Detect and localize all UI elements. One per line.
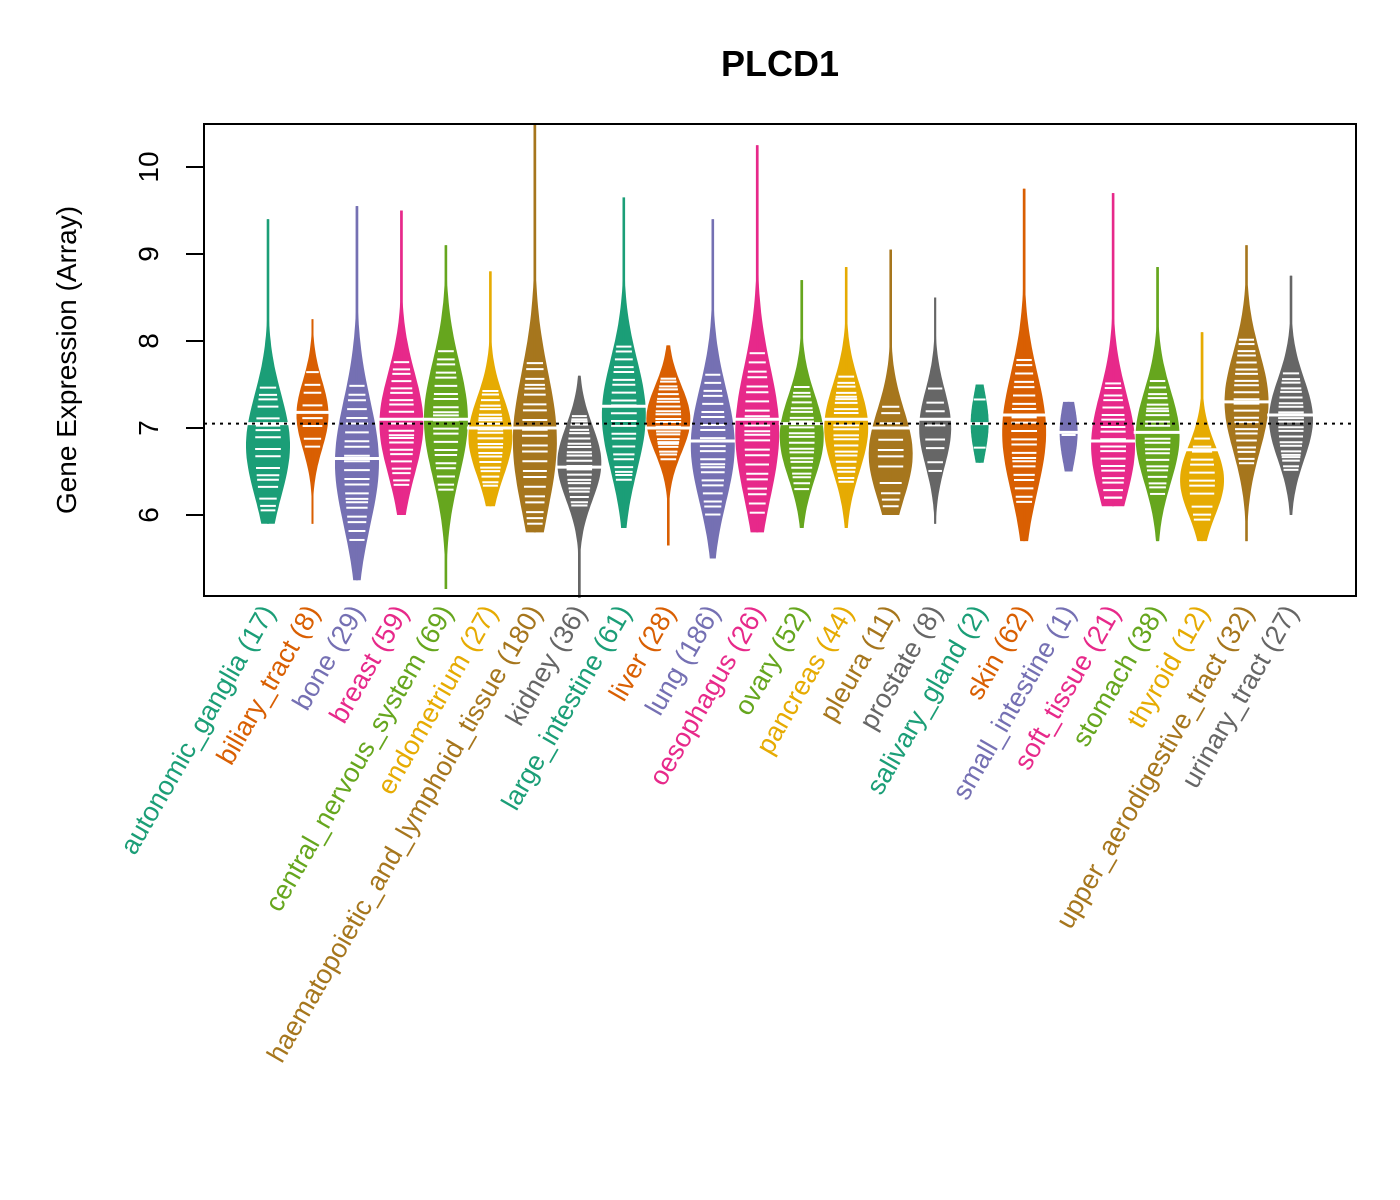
plot-frame [203, 123, 1357, 597]
y-axis: 6 7 8 9 10 [133, 151, 204, 523]
y-axis-label: Gene Expression (Array) [51, 206, 82, 514]
chart-title: PLCD1 [721, 43, 839, 84]
y-tick-label: 10 [133, 151, 164, 182]
y-tick-label: 6 [133, 507, 164, 523]
y-tick-label: 9 [133, 246, 164, 262]
violins-group [245, 123, 1315, 598]
y-tick-label: 7 [133, 420, 164, 436]
x-axis-labels: autonomic_ganglia (17)biliary_tract (8)b… [114, 600, 1304, 1067]
y-tick-label: 8 [133, 333, 164, 349]
